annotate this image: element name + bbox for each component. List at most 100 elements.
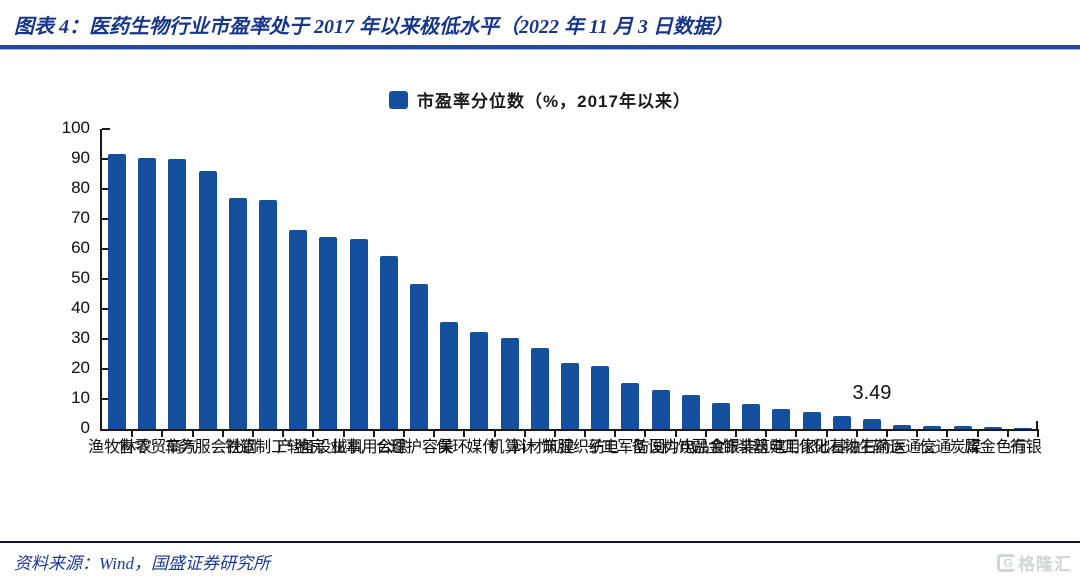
- x-axis-category-label: 国防军工: [598, 438, 664, 456]
- x-axis-tick: [795, 429, 798, 437]
- x-axis-tick: [765, 429, 768, 437]
- y-axis-tick: [102, 128, 110, 130]
- bar-综合: [379, 255, 398, 429]
- bar-煤炭: [953, 426, 972, 429]
- bar-电子: [591, 366, 610, 429]
- y-axis-tick-label: 0: [80, 418, 90, 437]
- x-axis-category-label: 汽车: [161, 438, 195, 456]
- x-axis-tick: [1006, 429, 1009, 437]
- legend-label: 市盈率分位数（%，2017年以来）: [417, 92, 691, 111]
- bar-美容护理: [410, 283, 429, 429]
- x-axis-tick: [131, 429, 134, 437]
- x-axis-tick: [584, 429, 587, 437]
- bar-商贸零售: [138, 158, 157, 429]
- bar-有色金属: [983, 426, 1002, 429]
- bar-社会服务: [198, 171, 217, 429]
- footer-rule: [0, 541, 1080, 543]
- x-axis-tick: [553, 429, 556, 437]
- source-note: 资料来源：Wind，国盛证券研究所: [14, 554, 270, 573]
- x-axis-tick: [463, 429, 466, 437]
- x-axis-category-label: 银行: [1006, 438, 1040, 456]
- figure-title: 图表 4：医药生物行业市盈率处于 2017 年以来极低水平（2022 年 11 …: [14, 16, 733, 38]
- y-axis-tick: [102, 188, 110, 190]
- y-axis-tick-label: 50: [71, 268, 90, 287]
- x-axis-tick: [886, 429, 889, 437]
- x-axis-tick: [251, 429, 254, 437]
- x-axis-tick: [946, 429, 949, 437]
- title-rule: [0, 45, 1080, 50]
- x-axis-tick: [221, 429, 224, 437]
- gelonghui-logo-icon: G: [997, 553, 1015, 572]
- x-axis-tick: [644, 429, 647, 437]
- x-axis-category-label: 纺织服饰: [538, 438, 603, 456]
- bar-建筑材料: [530, 348, 549, 429]
- bar-交通运输: [893, 425, 912, 429]
- x-axis-category-label: 交通运输: [870, 438, 936, 456]
- x-axis-category-label: 计算机: [485, 438, 535, 456]
- gelonghui-watermark: G 格隆汇: [997, 550, 1072, 575]
- x-axis-tick: [855, 429, 858, 437]
- bar-农林牧渔: [108, 153, 127, 429]
- x-axis-category-label: 非银金融: [688, 438, 754, 456]
- x-axis-tick: [312, 429, 315, 437]
- x-axis-tick: [402, 429, 405, 437]
- x-axis-category-label: 农林牧渔: [85, 438, 151, 456]
- y-axis-tick-label: 20: [71, 358, 90, 377]
- x-axis-tick: [674, 429, 677, 437]
- x-axis-category-label: 机械设备: [296, 438, 362, 456]
- bar-基础化工: [802, 411, 821, 429]
- x-axis-tick: [735, 429, 738, 437]
- bar-通信: [923, 426, 942, 429]
- x-axis-tick: [614, 429, 617, 437]
- x-axis-tick: [976, 429, 979, 437]
- bar-食品饮料: [681, 395, 700, 429]
- bar-机械设备: [319, 237, 338, 429]
- x-axis-category-label: 电子: [584, 438, 618, 456]
- x-axis-end-tick: [1036, 421, 1038, 429]
- x-axis-category-label: 石油石化: [809, 438, 875, 456]
- y-axis-tick: [102, 218, 110, 220]
- y-axis-tick-label: 80: [71, 178, 90, 197]
- y-axis-tick-label: 30: [71, 328, 90, 347]
- bar-钢铁: [228, 198, 247, 429]
- bar-银行: [1013, 428, 1032, 429]
- x-axis-tick: [493, 429, 496, 437]
- bar-非银金融: [711, 402, 730, 429]
- x-axis-category-label: 食品饮料: [658, 438, 724, 456]
- bar-电力设备: [651, 390, 670, 429]
- y-axis-tick: [102, 158, 110, 160]
- x-axis-tick: [282, 429, 285, 437]
- bar-chart-plot-area: 0 10 20 30 40 50 60 70 80 90 100 农林牧渔 商贸零售 汽车 社会服务 钢铁 轻工…: [62, 118, 1040, 456]
- x-axis-category-label: 基础化工: [779, 438, 845, 456]
- bar-房地产: [289, 229, 308, 429]
- x-axis-category-label: 建筑装饰: [719, 438, 785, 456]
- bar-医药生物: [862, 418, 881, 429]
- x-axis-category-label: 社会服务: [175, 438, 241, 456]
- bar-国防军工: [621, 382, 640, 429]
- x-axis-tick: [523, 429, 526, 437]
- x-axis-category-label: 钢铁: [221, 438, 255, 456]
- bar-家用电器: [772, 408, 791, 429]
- x-axis-category-label: 建筑材料: [507, 438, 573, 456]
- y-axis-tick: [102, 398, 110, 400]
- x-axis-category-label: 综合: [372, 438, 406, 456]
- x-axis-category-label: 家用电器: [749, 438, 815, 456]
- bar-石油石化: [832, 416, 851, 429]
- y-axis-tick: [102, 308, 110, 310]
- x-axis-category-label: 传媒: [463, 438, 497, 456]
- bar-公用事业: [349, 238, 368, 429]
- y-axis-tick: [102, 278, 110, 280]
- x-axis-tick: [1037, 429, 1039, 437]
- x-axis-category-label: 医药生物: [839, 438, 905, 456]
- bar-建筑装饰: [742, 404, 761, 429]
- y-axis-tick-label: 90: [71, 148, 90, 167]
- x-axis-category-label: 房地产: [274, 438, 324, 456]
- bar-轻工制造: [259, 199, 278, 429]
- x-axis-tick: [916, 429, 919, 437]
- x-axis-tick: [704, 429, 707, 437]
- x-axis-category-label: 通信: [916, 438, 950, 456]
- x-axis-category-label: 轻工制造: [236, 438, 302, 456]
- y-axis-tick: [102, 368, 110, 370]
- y-axis-tick: [102, 338, 110, 340]
- x-axis-category-label: 环保: [433, 438, 467, 456]
